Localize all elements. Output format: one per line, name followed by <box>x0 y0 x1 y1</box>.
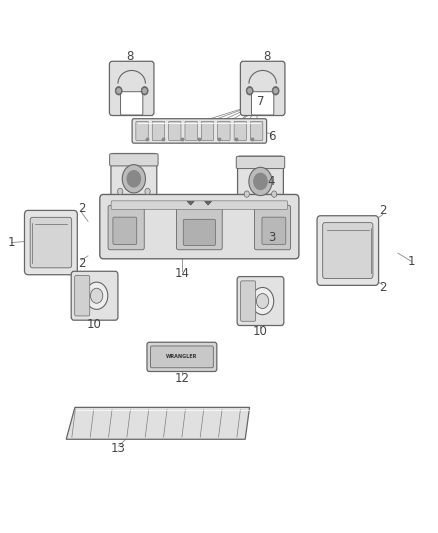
FancyBboxPatch shape <box>262 217 286 245</box>
Text: 1: 1 <box>407 255 415 268</box>
FancyBboxPatch shape <box>169 122 181 141</box>
Polygon shape <box>66 407 250 439</box>
Text: 2: 2 <box>379 204 386 217</box>
FancyBboxPatch shape <box>132 119 267 143</box>
Circle shape <box>122 165 145 193</box>
Text: 12: 12 <box>174 372 189 385</box>
Polygon shape <box>187 201 194 205</box>
FancyBboxPatch shape <box>113 217 137 245</box>
FancyBboxPatch shape <box>111 154 157 204</box>
Text: 13: 13 <box>111 442 126 455</box>
FancyBboxPatch shape <box>30 217 72 268</box>
FancyBboxPatch shape <box>237 156 283 207</box>
FancyBboxPatch shape <box>150 346 213 368</box>
FancyBboxPatch shape <box>25 211 78 274</box>
Text: 6: 6 <box>268 130 275 143</box>
FancyBboxPatch shape <box>110 154 158 166</box>
Circle shape <box>117 188 123 195</box>
Circle shape <box>256 294 268 309</box>
FancyBboxPatch shape <box>323 223 373 278</box>
Circle shape <box>143 88 146 93</box>
FancyBboxPatch shape <box>100 195 299 259</box>
Circle shape <box>248 88 251 93</box>
FancyBboxPatch shape <box>136 122 148 141</box>
Text: 7: 7 <box>257 95 264 108</box>
Text: 4: 4 <box>268 175 275 188</box>
Text: 2: 2 <box>78 257 85 270</box>
Circle shape <box>91 288 103 303</box>
FancyBboxPatch shape <box>251 92 274 115</box>
Text: 10: 10 <box>87 319 102 332</box>
FancyBboxPatch shape <box>147 342 217 372</box>
FancyBboxPatch shape <box>237 277 284 326</box>
FancyBboxPatch shape <box>108 205 144 250</box>
FancyBboxPatch shape <box>201 122 214 141</box>
FancyBboxPatch shape <box>218 122 230 141</box>
FancyBboxPatch shape <box>152 122 165 141</box>
Circle shape <box>272 86 279 95</box>
Text: 14: 14 <box>174 267 189 280</box>
Text: 2: 2 <box>78 201 85 214</box>
FancyBboxPatch shape <box>185 122 198 141</box>
FancyBboxPatch shape <box>111 201 288 209</box>
Circle shape <box>127 171 141 187</box>
FancyBboxPatch shape <box>234 122 247 141</box>
Text: 8: 8 <box>263 50 271 63</box>
Circle shape <box>246 86 253 95</box>
Circle shape <box>115 86 122 95</box>
Polygon shape <box>205 201 212 205</box>
Text: 3: 3 <box>268 231 275 244</box>
Circle shape <box>274 88 277 93</box>
Circle shape <box>254 173 267 190</box>
FancyBboxPatch shape <box>317 216 378 285</box>
FancyBboxPatch shape <box>240 281 256 321</box>
FancyBboxPatch shape <box>71 271 118 320</box>
FancyBboxPatch shape <box>110 61 154 116</box>
FancyBboxPatch shape <box>254 205 290 250</box>
Text: 2: 2 <box>379 281 386 294</box>
Text: WRANGLER: WRANGLER <box>166 354 198 359</box>
FancyBboxPatch shape <box>177 204 222 250</box>
FancyBboxPatch shape <box>251 122 263 141</box>
Circle shape <box>249 167 272 196</box>
FancyBboxPatch shape <box>120 92 143 115</box>
Text: 1: 1 <box>8 236 15 249</box>
Circle shape <box>272 191 277 197</box>
FancyBboxPatch shape <box>75 276 90 316</box>
Text: 10: 10 <box>253 325 268 338</box>
FancyBboxPatch shape <box>236 156 285 168</box>
Circle shape <box>85 282 108 309</box>
FancyBboxPatch shape <box>240 61 285 116</box>
Circle shape <box>145 188 150 195</box>
Circle shape <box>117 88 120 93</box>
Circle shape <box>251 287 274 314</box>
FancyBboxPatch shape <box>183 219 215 246</box>
Circle shape <box>244 191 249 197</box>
Text: 8: 8 <box>126 50 133 63</box>
Circle shape <box>141 86 148 95</box>
